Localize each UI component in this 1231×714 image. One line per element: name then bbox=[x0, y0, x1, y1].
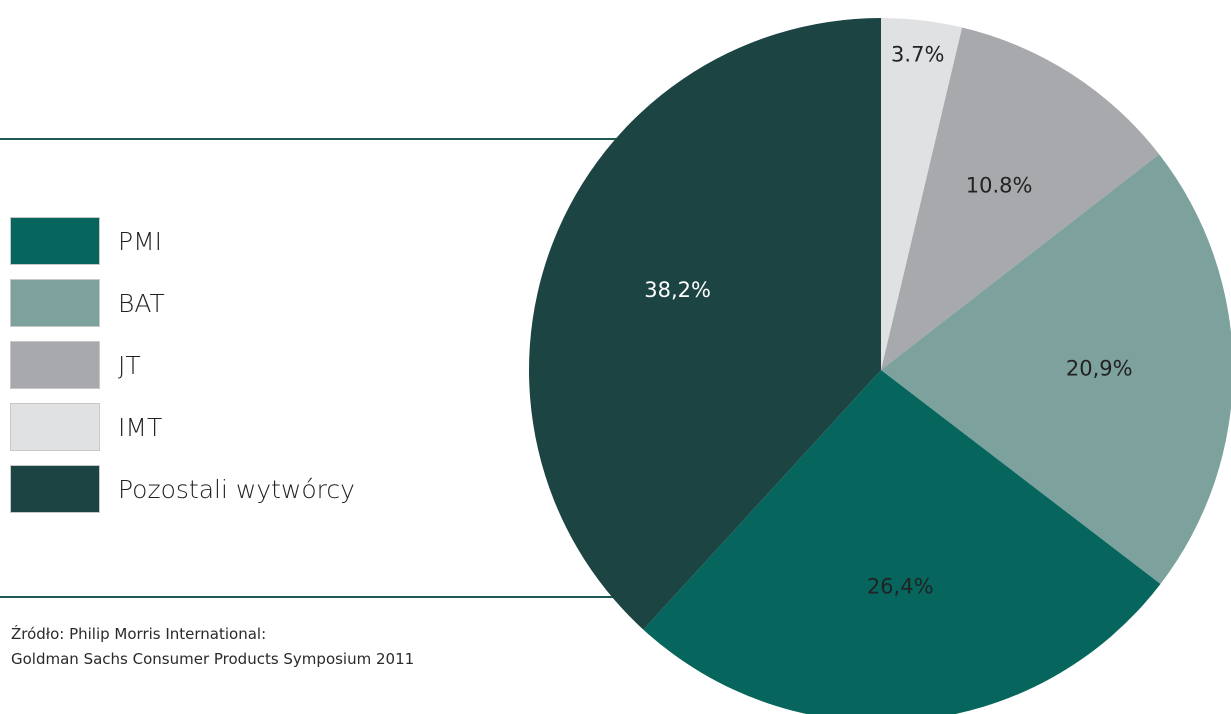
slice-label-jt: 10.8% bbox=[966, 173, 1033, 197]
slice-label-pozostali-wytworcy: 38,2% bbox=[644, 278, 711, 302]
legend-item-jt: JT bbox=[10, 340, 355, 390]
pie-slice-pmi bbox=[643, 370, 1161, 714]
legend-label-pmi: PMI bbox=[118, 226, 163, 256]
legend-item-pmi: PMI bbox=[10, 216, 355, 266]
pie-slice-imt bbox=[881, 18, 963, 370]
legend-swatch-pmi bbox=[10, 217, 100, 265]
pie-slice-jt bbox=[881, 27, 1160, 370]
legend-item-bat: BAT bbox=[10, 278, 355, 328]
legend-label-pozostali-wytworcy: Pozostali wytwórcy bbox=[118, 474, 355, 504]
legend-swatch-bat bbox=[10, 279, 100, 327]
slice-label-pmi: 26,4% bbox=[867, 574, 934, 598]
legend-label-imt: IMT bbox=[118, 412, 163, 442]
pie-slice-pozostali-wytworcy bbox=[528, 18, 881, 630]
legend-label-bat: BAT bbox=[118, 288, 165, 318]
legend: PMI BAT JT IMT Pozostali wytwórcy bbox=[10, 216, 355, 526]
slice-label-bat: 20,9% bbox=[1066, 356, 1133, 380]
slice-label-imt: 3.7% bbox=[891, 42, 944, 66]
legend-swatch-pozostali-wytworcy bbox=[10, 465, 100, 513]
top-divider bbox=[0, 138, 640, 140]
source-line-1: Źródło: Philip Morris International: bbox=[11, 625, 267, 643]
legend-swatch-imt bbox=[10, 403, 100, 451]
source-line-2: Goldman Sachs Consumer Products Symposiu… bbox=[11, 650, 415, 668]
pie-slice-bat bbox=[881, 154, 1231, 584]
legend-item-imt: IMT bbox=[10, 402, 355, 452]
legend-item-pozostali-wytworcy: Pozostali wytwórcy bbox=[10, 464, 355, 514]
legend-swatch-jt bbox=[10, 341, 100, 389]
legend-label-jt: JT bbox=[118, 350, 141, 380]
bottom-divider bbox=[0, 596, 640, 598]
source-note: Źródło: Philip Morris International: Gol… bbox=[11, 622, 414, 672]
